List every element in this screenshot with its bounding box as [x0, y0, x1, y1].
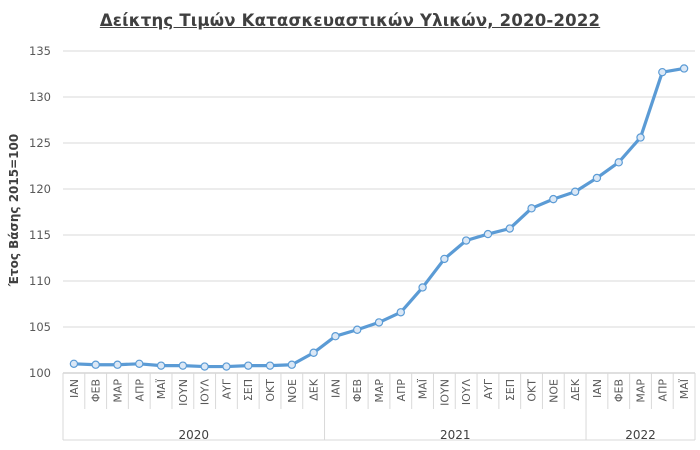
data-point — [679, 64, 689, 73]
x-tick-label: ΙΟΥΝ — [438, 379, 451, 406]
data-point — [658, 67, 667, 77]
x-tick-label: ΦΕΒ — [613, 379, 626, 402]
data-point — [309, 348, 318, 357]
x-tick-label: ΜΑΡ — [111, 379, 124, 403]
x-tick-label: ΙΟΥΛ — [199, 379, 212, 406]
y-tick-label: 130 — [29, 90, 51, 104]
data-point — [570, 187, 580, 196]
y-tick-label: 125 — [29, 136, 51, 150]
x-tick-label: ΙΑΝ — [591, 379, 604, 398]
data-point — [287, 360, 297, 369]
data-point — [461, 236, 471, 245]
x-tick-label: ΜΑΪ — [678, 378, 691, 399]
chart-title: Δείκτης Τιμών Κατασκευαστικών Υλικών, 20… — [99, 11, 601, 30]
data-point — [440, 254, 449, 264]
x-tick-label: ΟΚΤ — [264, 379, 277, 402]
x-tick-label: ΣΕΠ — [242, 379, 255, 401]
x-tick-label: ΑΠΡ — [133, 379, 146, 402]
x-tick-label: ΜΑΡ — [635, 379, 648, 403]
data-point — [222, 362, 231, 371]
data-point — [265, 361, 275, 370]
x-tick-label: ΔΕΚ — [308, 378, 321, 400]
data-point — [200, 362, 209, 371]
data-point — [374, 318, 384, 327]
x-tick-label: ΙΑΝ — [329, 379, 342, 398]
data-point — [527, 204, 536, 213]
x-tick-label: ΑΥΓ — [220, 378, 233, 399]
x-tick-label: ΜΑΪ — [155, 378, 168, 399]
x-tick-label: ΙΟΥΛ — [460, 379, 473, 406]
x-tick-label: ΑΥΓ — [482, 378, 495, 399]
y-tick-label: 100 — [29, 366, 51, 380]
year-label: 2020 — [178, 428, 209, 442]
x-tick-label: ΣΕΠ — [504, 379, 517, 401]
data-point — [636, 133, 645, 142]
x-tick-label: ΜΑΡ — [373, 379, 386, 403]
year-label: 2022 — [625, 428, 656, 442]
x-tick-label: ΙΟΥΝ — [177, 379, 190, 406]
data-point — [91, 360, 100, 369]
x-tick-label: ΦΕΒ — [90, 379, 103, 402]
data-point — [396, 308, 405, 317]
data-point — [69, 359, 79, 368]
data-point — [135, 359, 144, 368]
x-tick-label: ΔΕΚ — [569, 378, 582, 400]
year-label: 2021 — [440, 428, 471, 442]
x-tick-label: ΑΠΡ — [395, 379, 408, 402]
y-tick-label: 105 — [29, 320, 51, 334]
data-point — [244, 361, 253, 370]
y-tick-label: 115 — [29, 228, 51, 242]
data-point — [418, 283, 427, 292]
data-point — [331, 332, 340, 341]
x-tick-label: ΦΕΒ — [351, 379, 364, 402]
data-point — [113, 360, 122, 369]
data-point — [592, 173, 602, 183]
data-point — [614, 158, 623, 167]
data-point — [156, 361, 166, 370]
y-tick-label: 110 — [29, 274, 51, 288]
data-point — [483, 229, 493, 239]
x-tick-label: ΝΟΕ — [547, 379, 560, 403]
data-point — [353, 325, 362, 334]
y-tick-label: 120 — [29, 182, 51, 196]
x-tick-label: ΜΑΪ — [417, 378, 430, 399]
data-point — [505, 224, 514, 233]
x-tick-label: ΙΑΝ — [68, 379, 81, 398]
x-tick-label: ΝΟΕ — [286, 379, 299, 403]
x-tick-label: ΑΠΡ — [656, 379, 669, 402]
data-point — [549, 194, 558, 204]
data-point — [178, 361, 188, 370]
x-tick-label: ΟΚΤ — [526, 379, 539, 402]
y-tick-label: 135 — [29, 44, 51, 58]
